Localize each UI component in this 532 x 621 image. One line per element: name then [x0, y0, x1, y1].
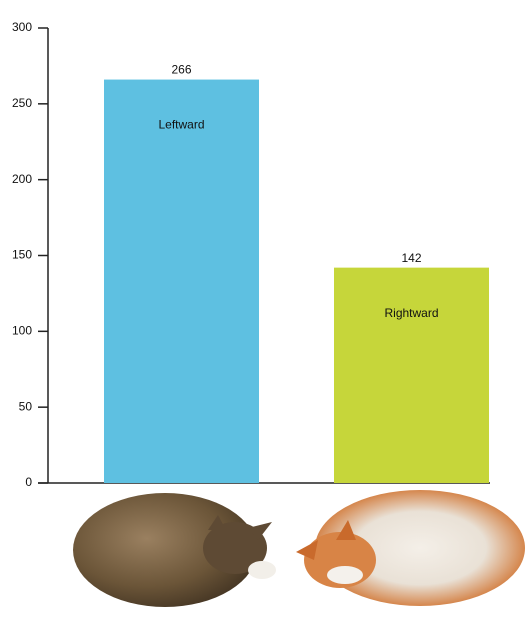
- y-tick-label: 0: [25, 475, 32, 489]
- y-tick-label: 50: [19, 399, 33, 413]
- cat-right: [296, 490, 525, 606]
- y-tick-label: 100: [12, 324, 32, 338]
- value-label: 266: [171, 63, 191, 77]
- bar: [334, 267, 489, 483]
- category-label: Rightward: [384, 306, 438, 320]
- y-tick-label: 250: [12, 96, 32, 110]
- y-tick-label: 300: [12, 20, 32, 34]
- y-tick-label: 200: [12, 172, 32, 186]
- y-tick-label: 150: [12, 248, 32, 262]
- value-label: 142: [401, 251, 421, 265]
- category-label: Leftward: [158, 118, 204, 132]
- bar: [104, 79, 259, 484]
- cat-left: [73, 493, 276, 607]
